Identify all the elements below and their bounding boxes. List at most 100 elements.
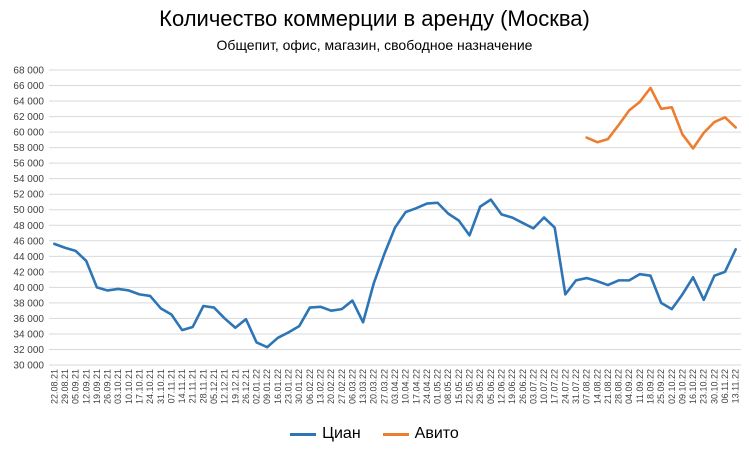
y-tick-label: 62 000	[13, 112, 44, 123]
x-tick-label: 06.11.22	[720, 369, 730, 403]
y-tick-label: 34 000	[13, 329, 44, 340]
x-tick-label: 17.04.22	[411, 369, 421, 404]
x-tick-label: 02.01.22	[252, 369, 262, 404]
legend: Циан Авито	[0, 425, 749, 443]
x-tick-label: 10.07.22	[539, 369, 549, 404]
x-tick-label: 26.06.22	[518, 369, 528, 404]
x-tick-label: 14.08.22	[592, 369, 602, 404]
x-tick-label: 24.04.22	[422, 369, 432, 404]
y-tick-label: 40 000	[13, 283, 44, 294]
x-tick-label: 10.10.21	[124, 369, 134, 404]
x-tick-label: 10.04.22	[401, 369, 411, 404]
x-tick-label: 12.12.21	[220, 369, 230, 404]
x-tick-label: 26.12.21	[241, 369, 251, 404]
gridlines	[49, 69, 741, 366]
x-tick-label: 16.01.22	[273, 369, 283, 404]
x-tick-label: 20.03.22	[369, 369, 379, 404]
x-tick-label: 29.08.21	[60, 369, 70, 404]
y-tick-label: 52 000	[13, 190, 44, 201]
y-tick-label: 44 000	[13, 252, 44, 263]
y-tick-label: 32 000	[13, 345, 44, 356]
x-tick-label: 07.11.21	[166, 369, 176, 403]
y-tick-label: 60 000	[13, 128, 44, 139]
x-tick-label: 19.06.22	[507, 369, 517, 404]
x-tick-label: 21.08.22	[603, 369, 613, 404]
legend-swatch-cian	[290, 432, 317, 436]
x-tick-label: 03.07.22	[528, 369, 538, 404]
x-tick-label: 03.04.22	[390, 369, 400, 404]
x-tick-label: 05.06.22	[486, 369, 496, 404]
x-tick-label: 01.05.22	[433, 369, 443, 404]
y-tick-label: 58 000	[13, 143, 44, 154]
y-tick-label: 46 000	[13, 236, 44, 247]
x-tick-label: 18.09.22	[646, 369, 656, 404]
legend-label-avito: Авито	[414, 425, 459, 442]
y-tick-label: 56 000	[13, 159, 44, 170]
y-tick-label: 42 000	[13, 267, 44, 278]
x-tick-label: 22.05.22	[465, 369, 475, 404]
x-tick-label: 08.05.22	[443, 369, 453, 404]
series-line-avito	[585, 86, 737, 150]
chart-subtitle: Общепит, офис, магазин, свободное назнач…	[216, 37, 533, 53]
x-tick-label: 13.11.22	[731, 369, 741, 403]
x-tick-label: 06.02.22	[305, 369, 315, 404]
legend-swatch-avito	[382, 432, 409, 436]
x-tick-label: 07.08.22	[582, 369, 592, 404]
series-lines	[53, 86, 737, 349]
x-tick-label: 28.08.22	[614, 369, 624, 404]
x-tick-label: 23.01.22	[284, 369, 294, 404]
series-line-cian	[53, 198, 737, 349]
x-tick-label: 12.09.21	[81, 369, 91, 404]
x-tick-label: 19.12.21	[230, 369, 240, 404]
x-tick-label: 24.07.22	[560, 369, 570, 404]
x-tick-label: 14.11.21	[177, 369, 187, 403]
x-tick-label: 03.10.21	[113, 369, 123, 404]
chart-title: Количество коммерции в аренду (Москва)	[159, 6, 590, 31]
x-tick-label: 25.09.22	[656, 369, 666, 404]
x-tick-label: 31.07.22	[571, 369, 581, 404]
x-tick-label: 09.01.22	[262, 369, 272, 404]
y-tick-label: 36 000	[13, 314, 44, 325]
x-tick-label: 15.05.22	[454, 369, 464, 404]
y-tick-label: 68 000	[13, 66, 44, 77]
x-tick-label: 16.10.22	[688, 369, 698, 404]
y-tick-label: 54 000	[13, 174, 44, 185]
x-tick-label: 17.10.21	[134, 369, 144, 404]
x-tick-label: 11.09.22	[635, 369, 645, 403]
x-tick-label: 04.09.22	[624, 369, 634, 404]
x-tick-label: 13.02.22	[315, 369, 325, 404]
legend-label-cian: Циан	[322, 425, 361, 442]
x-tick-label: 29.05.22	[475, 369, 485, 404]
x-tick-label: 26.09.21	[103, 369, 113, 404]
x-tick-label: 30.01.22	[294, 369, 304, 404]
x-tick-label: 06.03.22	[347, 369, 357, 404]
x-tick-label: 30.10.22	[709, 369, 719, 404]
x-tick-label: 09.10.22	[677, 369, 687, 404]
y-tick-label: 50 000	[13, 205, 44, 216]
y-tick-label: 64 000	[13, 97, 44, 108]
x-tick-label: 31.10.21	[156, 369, 166, 404]
x-tick-label: 27.03.22	[379, 369, 389, 404]
x-tick-label: 23.10.22	[699, 369, 709, 404]
x-tick-label: 21.11.21	[188, 369, 198, 403]
x-tick-label: 05.09.21	[71, 369, 81, 404]
x-tick-label: 19.09.21	[92, 369, 102, 404]
x-tick-label: 13.03.22	[358, 369, 368, 404]
legend-item-cian: Циан	[290, 425, 361, 443]
x-tick-label: 20.02.22	[326, 369, 336, 404]
x-tick-label: 24.10.21	[145, 369, 155, 404]
x-tick-label: 17.07.22	[550, 369, 560, 404]
x-tick-label: 22.08.21	[49, 369, 59, 404]
x-axis-tick-labels: 22.08.21 29.08.21 05.09.21 12.09.21 19.09.21…	[49, 369, 740, 404]
y-tick-label: 30 000	[13, 361, 44, 372]
y-tick-label: 66 000	[13, 81, 44, 92]
x-tick-label: 28.11.21	[198, 369, 208, 403]
y-tick-label: 38 000	[13, 298, 44, 309]
x-tick-label: 12.06.22	[496, 369, 506, 404]
x-tick-label: 02.10.22	[667, 369, 677, 404]
x-tick-label: 05.12.21	[209, 369, 219, 404]
y-tick-label: 48 000	[13, 221, 44, 232]
x-tick-label: 27.02.22	[337, 369, 347, 404]
legend-item-avito: Авито	[382, 425, 459, 443]
